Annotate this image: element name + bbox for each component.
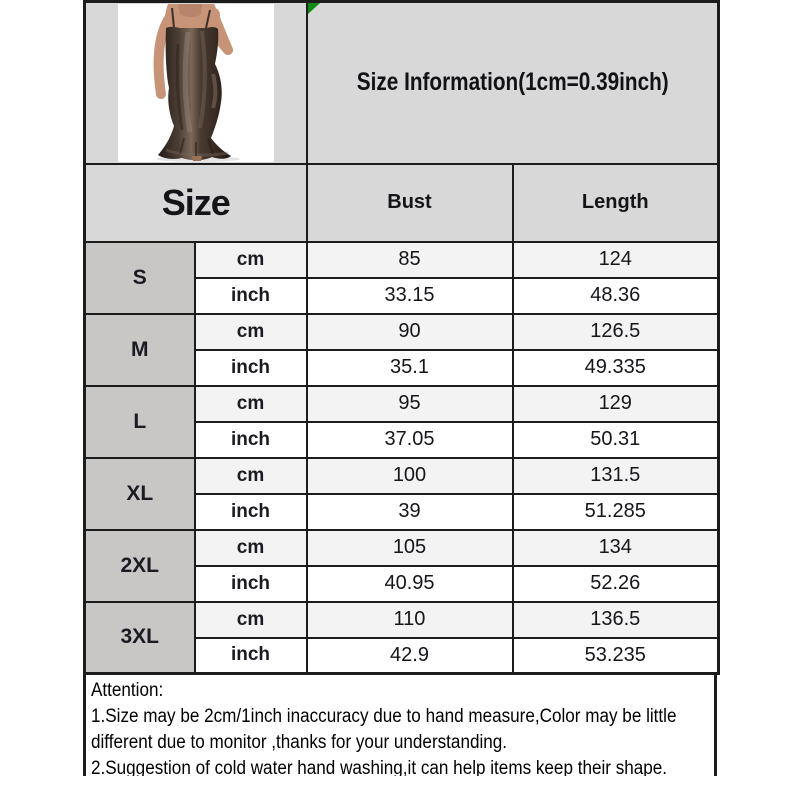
unit-cell: cm	[193, 528, 308, 567]
column-header-row: Size Bust Length	[83, 162, 720, 243]
bust-value: 37.05	[305, 420, 514, 459]
bust-value: 85	[305, 240, 514, 279]
media-row: Size Information(1cm=0.39inch)	[83, 0, 720, 165]
table-row-m-cm: M cm 90 126.5	[83, 312, 720, 387]
green-corner-marker-icon	[308, 3, 320, 14]
table-row-3xl-inch: inch 42.9 53.235	[85, 636, 720, 675]
size-column-header: Size	[83, 162, 308, 243]
length-value: 49.335	[511, 348, 720, 387]
length-value: 126.5	[511, 312, 720, 351]
attention-text: Attention: 1.Size may be 2cm/1inch inacc…	[91, 678, 714, 776]
size-label-s: S	[83, 240, 196, 315]
length-value: 124	[511, 240, 720, 279]
bust-value: 110	[305, 600, 514, 639]
length-value: 53.235	[511, 636, 720, 675]
size-chart-table: Size Information(1cm=0.39inch) Size Bust…	[83, 0, 721, 675]
size-label-3xl: 3XL	[83, 600, 196, 675]
size-label-xl: XL	[83, 456, 196, 531]
size-label-2xl: 2XL	[83, 528, 196, 603]
bust-value: 40.95	[305, 564, 514, 603]
unit-cell: cm	[193, 600, 308, 639]
table-row-xl-inch: inch 39 51.285	[85, 492, 720, 531]
bust-value: 35.1	[305, 348, 514, 387]
length-value: 131.5	[511, 456, 720, 495]
attention-item-1: 1.Size may be 2cm/1inch inaccuracy due t…	[91, 706, 677, 753]
bust-value: 42.9	[305, 636, 514, 675]
unit-cell: inch	[193, 636, 308, 675]
length-value: 48.36	[511, 276, 720, 315]
length-value: 52.26	[511, 564, 720, 603]
unit-cell: inch	[193, 276, 308, 315]
unit-cell: inch	[193, 348, 308, 387]
bust-value: 105	[305, 528, 514, 567]
bust-value: 39	[305, 492, 514, 531]
product-photo	[117, 3, 274, 162]
bust-value: 95	[305, 384, 514, 423]
table-row-xl-cm: XL cm 100 131.5	[83, 456, 720, 531]
unit-cell: cm	[193, 240, 308, 279]
length-value: 50.31	[511, 420, 720, 459]
table-row-2xl-cm: 2XL cm 105 134	[83, 528, 720, 603]
bust-value: 90	[305, 312, 514, 351]
dress-photo-illustration	[117, 3, 274, 162]
length-value: 51.285	[511, 492, 720, 531]
size-label-m: M	[83, 312, 196, 387]
title-cell: Size Information(1cm=0.39inch)	[305, 0, 720, 165]
table-row-2xl-inch: inch 40.95 52.26	[85, 564, 720, 603]
size-label-l: L	[83, 384, 196, 459]
table-row-m-inch: inch 35.1 49.335	[85, 348, 720, 387]
unit-cell: cm	[193, 312, 308, 351]
unit-cell: cm	[193, 384, 308, 423]
length-value: 129	[511, 384, 720, 423]
table-row-s-cm: S cm 85 124	[83, 240, 720, 315]
table-row-3xl-cm: 3XL cm 110 136.5	[83, 600, 720, 675]
chart-title: Size Information(1cm=0.39inch)	[356, 68, 669, 97]
attention-heading: Attention:	[91, 680, 164, 701]
unit-cell: inch	[193, 420, 308, 459]
bust-column-header: Bust	[305, 162, 514, 243]
size-chart-sheet: Size Information(1cm=0.39inch) Size Bust…	[83, 0, 721, 800]
table-row-s-inch: inch 33.15 48.36	[85, 276, 720, 315]
bust-value: 33.15	[305, 276, 514, 315]
attention-section: Attention: 1.Size may be 2cm/1inch inacc…	[83, 675, 717, 776]
unit-cell: inch	[193, 492, 308, 531]
table-row-l-cm: L cm 95 129	[83, 384, 720, 459]
attention-item-2: 2.Suggestion of cold water hand washing,…	[91, 758, 668, 776]
length-column-header: Length	[511, 162, 720, 243]
table-row-l-inch: inch 37.05 50.31	[85, 420, 720, 459]
unit-cell: inch	[193, 564, 308, 603]
unit-cell: cm	[193, 456, 308, 495]
length-value: 134	[511, 528, 720, 567]
length-value: 136.5	[511, 600, 720, 639]
bust-value: 100	[305, 456, 514, 495]
product-image-cell	[83, 0, 308, 165]
